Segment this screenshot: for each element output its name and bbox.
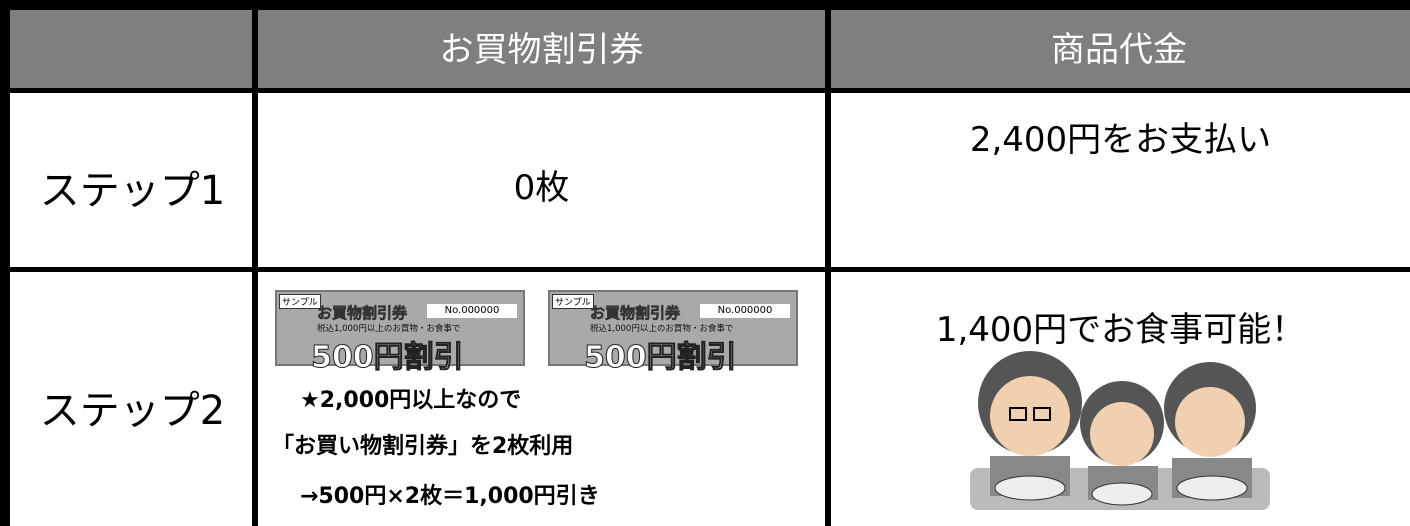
border <box>0 0 1410 10</box>
coupon-number: No.000000 <box>427 304 517 318</box>
coupon-sample: サンプル <box>552 294 594 309</box>
coupon-sample: サンプル <box>279 294 321 309</box>
note: →500円×2枚＝1,000円引き <box>300 484 600 509</box>
step-label: ステップ1 <box>39 168 226 214</box>
note: 「お買い物割引券」を2枚利用 <box>272 434 574 459</box>
border <box>0 0 10 526</box>
coupon-number: No.000000 <box>700 304 790 318</box>
border <box>252 0 258 526</box>
border <box>825 0 831 526</box>
coupon: サンプル お買物割引券 No.000000 税込1,000円以上のお買物・お食事… <box>275 290 525 376</box>
header-cell: お買物割引券 <box>439 30 644 70</box>
coupon-title: お買物割引券 <box>317 304 408 323</box>
note: ★2,000円以上なので <box>300 388 522 413</box>
payment: 1,400円でお食事可能！ <box>935 310 1306 350</box>
coupon-count: 0枚 <box>513 168 570 208</box>
bowls <box>989 160 1163 162</box>
people-illustration <box>970 351 1270 510</box>
coupon-title: お買物割引券 <box>590 304 681 323</box>
payment: 2,400円をお支払い <box>969 120 1272 160</box>
header-cell: 商品代金 <box>1051 30 1187 70</box>
step-label: ステップ2 <box>39 388 226 434</box>
coupon-discount: 500円割引 <box>584 340 738 376</box>
coupon-condition: 税込1,000円以上のお買物・お食事で <box>590 324 734 334</box>
header-row <box>10 10 1410 90</box>
coupon-condition: 税込1,000円以上のお買物・お食事で <box>317 324 461 334</box>
coupon-discount: 500円割引 <box>311 340 465 376</box>
coupon: サンプル お買物割引券 No.000000 税込1,000円以上のお買物・お食事… <box>548 290 798 376</box>
border <box>0 88 1410 93</box>
border <box>0 267 1410 272</box>
